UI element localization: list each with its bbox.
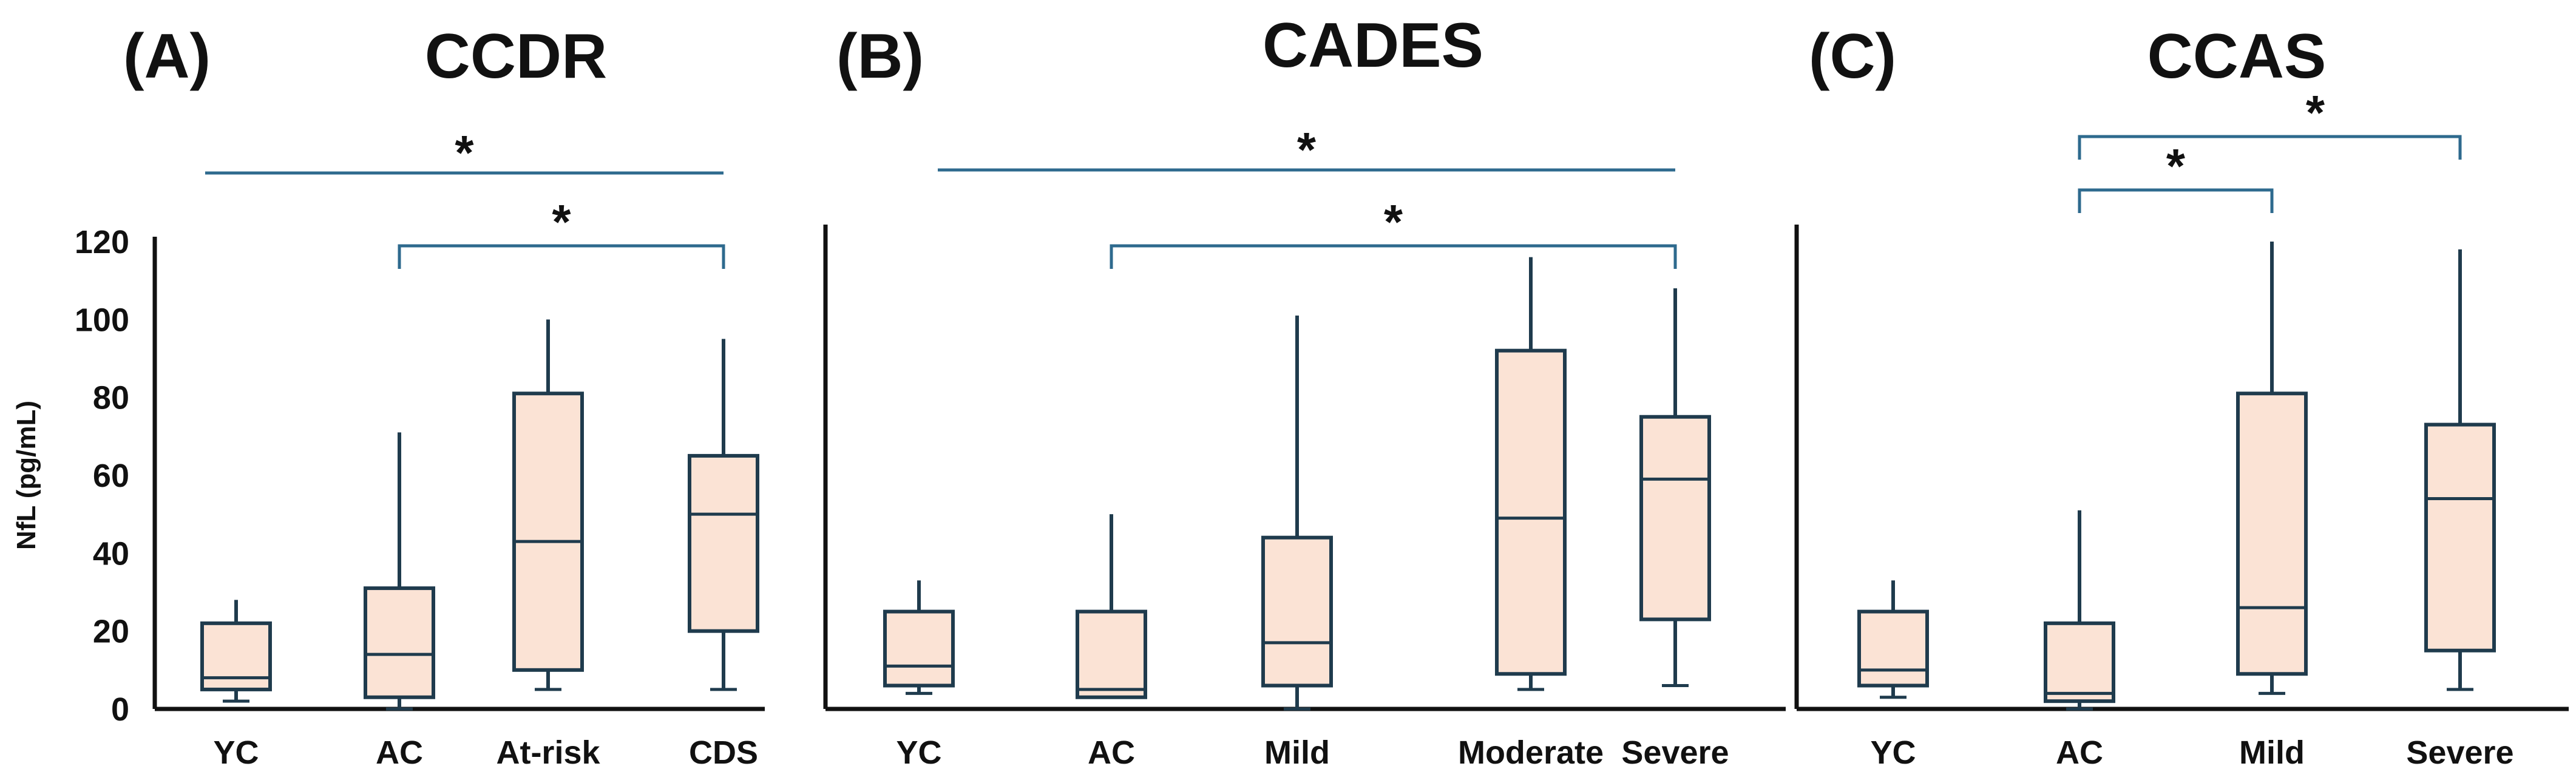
category-label: Severe <box>1621 734 1729 771</box>
box-mild <box>1261 315 1333 711</box>
category-label: CDS <box>689 734 758 771</box>
box-iqr <box>1857 609 1929 688</box>
significance-bracket <box>2078 135 2462 160</box>
panel-title: CCDR <box>425 21 607 92</box>
y-axis-label: NfL (pg/mL) <box>12 401 41 550</box>
box-cds <box>688 339 759 691</box>
box-mild <box>2236 242 2308 695</box>
significance-star: * <box>552 195 571 249</box>
category-label: YC <box>896 734 941 771</box>
box-yc <box>1857 580 1929 699</box>
panel-letter: (A) <box>123 21 211 92</box>
significance-star: * <box>2166 139 2186 193</box>
category-label: At-risk <box>496 734 600 771</box>
box-iqr <box>2044 621 2115 703</box>
category-label: YC <box>1870 734 1916 771</box>
significance-star: * <box>1297 123 1317 177</box>
panel-title: CADES <box>1263 10 1483 81</box>
box-iqr <box>688 453 759 633</box>
y-tick-label: 80 <box>93 380 129 416</box>
box-iqr <box>1495 348 1567 676</box>
category-label: AC <box>1088 734 1135 771</box>
y-tick-label: 0 <box>111 691 129 728</box>
box-iqr <box>1639 415 1711 622</box>
y-tick-label: 20 <box>93 614 129 650</box>
category-label: Mild <box>1264 734 1330 771</box>
y-tick-label: 120 <box>75 224 129 260</box>
box-ac <box>364 432 435 711</box>
significance-star: * <box>1384 195 1403 249</box>
significance-bracket <box>2078 188 2274 213</box>
box-iqr <box>200 621 272 691</box>
box-yc <box>200 600 272 703</box>
box-iqr <box>1261 535 1333 688</box>
significance-star: * <box>455 126 474 180</box>
y-tick-label: 100 <box>75 302 129 338</box>
box-ac <box>2044 510 2115 711</box>
box-moderate <box>1495 257 1567 691</box>
significance-star: * <box>2306 86 2325 140</box>
panel-letter: (C) <box>1809 21 1896 92</box>
category-label: AC <box>376 734 423 771</box>
panel-title: CCAS <box>2147 21 2327 92</box>
category-label: Severe <box>2406 734 2513 771</box>
box-iqr <box>2424 422 2496 652</box>
box-yc <box>883 580 955 695</box>
significance-bracket <box>1110 244 1677 269</box>
y-tick-label: 40 <box>93 535 129 572</box>
significance-bracket <box>398 244 725 269</box>
y-tick-label: 60 <box>93 458 129 494</box>
box-ac <box>1076 514 1147 699</box>
box-severe <box>1639 288 1711 687</box>
category-label: Mild <box>2239 734 2305 771</box>
category-label: AC <box>2056 734 2103 771</box>
box-iqr <box>364 586 435 699</box>
box-iqr <box>512 392 584 672</box>
box-severe <box>2424 249 2496 691</box>
category-label: Moderate <box>1458 734 1604 771</box>
box-iqr <box>883 609 955 688</box>
box-at-risk <box>512 319 584 691</box>
box-iqr <box>1076 609 1147 699</box>
panel-letter: (B) <box>836 21 924 92</box>
box-iqr <box>2236 392 2308 676</box>
category-label: YC <box>213 734 259 771</box>
